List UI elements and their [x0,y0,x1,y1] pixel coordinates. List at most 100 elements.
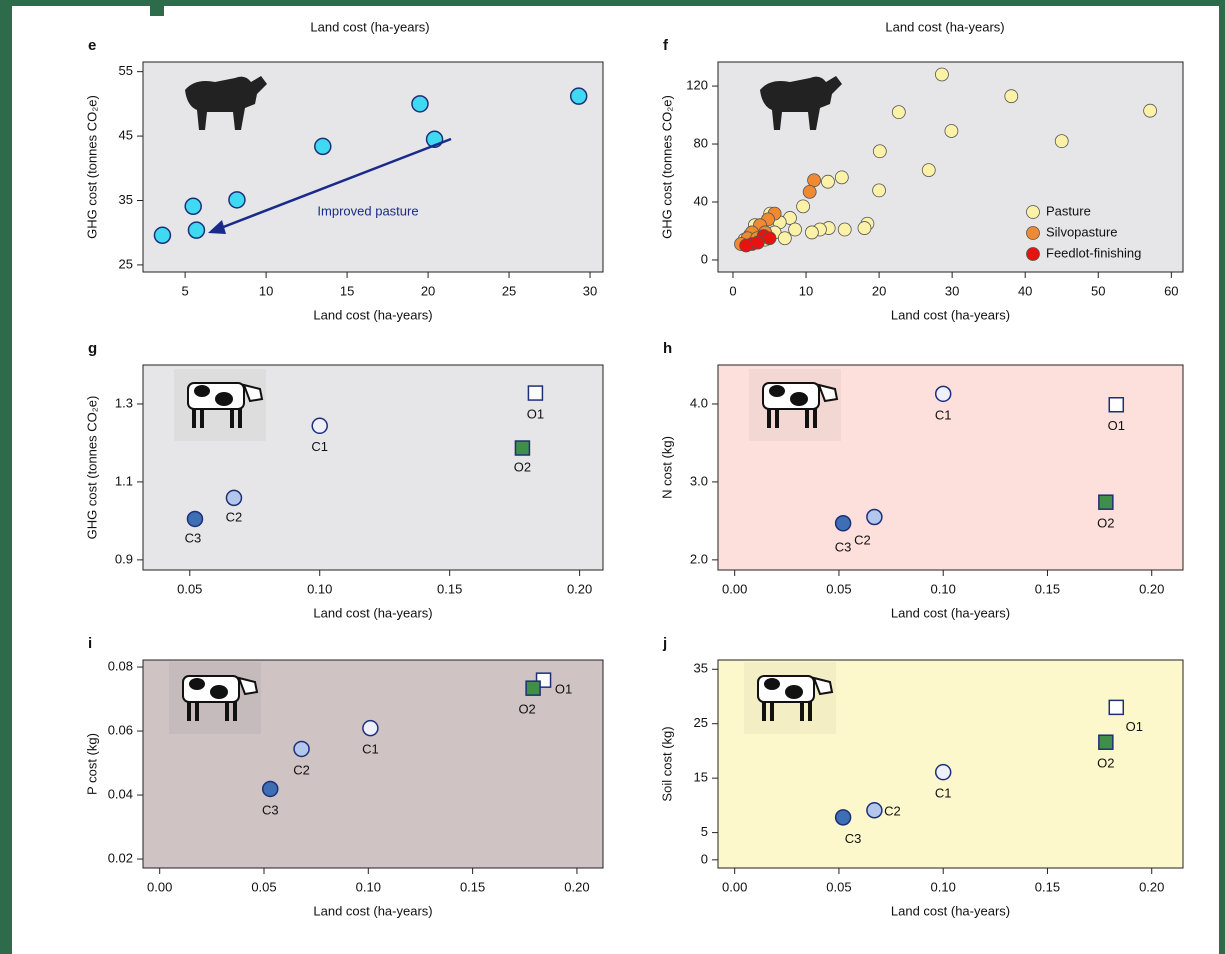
cow-head [242,383,264,403]
point [866,802,883,819]
point [527,385,544,401]
x-tick-label: 30 [945,283,959,298]
panel-label: f [663,37,669,54]
x-tick-label: 0.10 [931,581,956,596]
y-tick-label: 4.0 [690,395,708,410]
point-label: C2 [226,509,243,524]
y-tick-label: 0.08 [108,658,133,673]
x-tick-label: 0.05 [826,879,851,894]
y-tick-label: 0 [701,851,708,866]
x-tick-label: 30 [583,283,597,298]
cow-spot [785,685,803,699]
legend-marker [1026,247,1040,261]
cow-spot [210,685,228,699]
x-tick-label: 0.00 [722,581,747,596]
point-label: O2 [518,702,535,717]
cow-head [237,676,259,696]
point [944,124,959,138]
x-tick-label: 0.15 [437,581,462,596]
bull-body [760,76,842,130]
point [1108,699,1125,716]
x-tick-label: 0.05 [251,879,276,894]
y-axis-label: Soil cost (kg) [659,726,674,801]
cow-icon [760,76,842,130]
panel-label: h [663,340,672,357]
x-tick-label: 0.05 [826,581,851,596]
point-label: C2 [884,804,901,819]
x-tick-label: 0.00 [722,879,747,894]
y-tick-label: 120 [686,77,708,92]
cow-leg [770,701,774,721]
x-axis-label: Land cost (ha-years) [313,903,432,918]
point [293,740,310,758]
cow-leg [233,701,237,721]
cow-leg [238,408,242,428]
x-tick-label: 0 [729,283,736,298]
point [1054,134,1069,149]
cow-leg [192,408,196,428]
x-axis-label: Land cost (ha-years) [313,307,432,322]
point-label: C2 [854,532,871,547]
point [1098,734,1114,750]
point [1143,103,1158,118]
x-tick-label: 0.20 [567,581,592,596]
annotation-arrow [212,137,452,233]
x-tick-label: 15 [340,283,354,298]
y-tick-label: 3.0 [690,473,708,488]
x-axis-label: Land cost (ha-years) [891,605,1010,620]
point-label: O2 [514,459,531,474]
cow-leg [767,408,771,428]
point-label: C1 [311,439,328,454]
point [186,510,204,528]
point [362,719,379,737]
point [262,780,279,798]
point [750,235,765,250]
y-tick-label: 0.02 [108,850,133,865]
y-axis-label: GHG cost (tonnes CO₂e) [84,95,99,239]
point [821,174,835,189]
point [921,163,936,178]
x-tick-label: 20 [872,283,886,298]
tab [150,0,164,16]
point [802,184,817,199]
panel-label: e [88,37,96,54]
x-tick-label: 0.15 [1035,581,1060,596]
point [184,197,202,216]
point [311,417,328,435]
cow-leg [200,408,204,428]
cow-leg [187,701,191,721]
point [1108,397,1125,413]
cow-spot [769,385,785,397]
y-tick-label: 1.3 [115,395,133,410]
y-tick-label: 55 [119,63,133,78]
y-tick-label: 25 [694,715,708,730]
cow-icon [185,76,267,130]
cow-leg [225,701,229,721]
point [837,222,852,237]
x-tick-label: 0.20 [1139,879,1164,894]
cow-icon [169,662,261,734]
y-tick-label: 35 [119,192,133,207]
point-label: O1 [527,406,544,421]
cropped-label: Land cost (ha-years) [885,19,1004,34]
bull-body [185,76,267,130]
cow-leg [800,701,804,721]
point [187,221,206,239]
point [228,191,246,209]
point [1004,89,1019,104]
point [891,105,906,120]
cow-spot [189,678,205,690]
x-axis-label: Land cost (ha-years) [891,903,1010,918]
y-tick-label: 35 [694,661,708,676]
x-tick-label: 10 [259,283,273,298]
point-label: O2 [1097,516,1114,531]
y-tick-label: 0.9 [115,551,133,566]
point [872,144,887,159]
point [788,222,802,237]
y-tick-label: 25 [119,256,133,271]
annotation: Improved pasture [317,203,418,218]
point-label: O2 [1097,756,1114,771]
x-tick-label: 60 [1164,283,1178,298]
y-tick-label: 40 [694,193,708,208]
point-label: C3 [262,802,279,817]
